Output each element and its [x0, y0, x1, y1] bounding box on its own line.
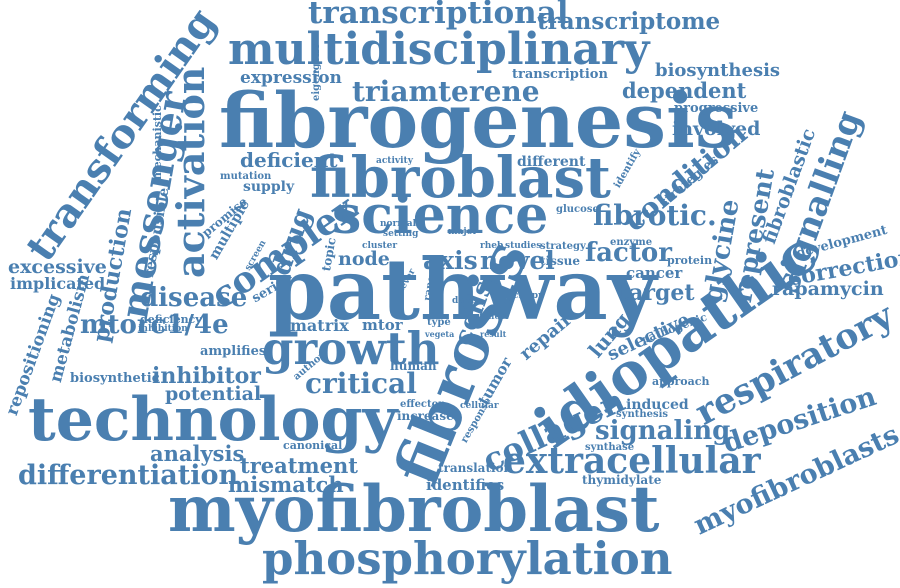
word-growth: growth — [262, 322, 440, 375]
word-data: data — [452, 296, 475, 306]
word-treatment: treatment — [240, 453, 358, 478]
word-axis: axis — [423, 246, 478, 275]
word-myofibroblast: myofibroblast — [168, 472, 660, 547]
word-differentiation: differentiation — [18, 460, 239, 491]
word-factor: factor — [585, 238, 672, 268]
word-different: different — [517, 154, 586, 170]
word-inhibition: inhibition — [138, 324, 188, 334]
word-mutation: mutation — [220, 171, 272, 182]
word-inhibitor: inhibitor — [152, 363, 261, 389]
word-fibrogenesis: fibrogenesis — [219, 76, 738, 165]
word-human: human — [390, 359, 437, 373]
word-deficient: deficient — [240, 148, 338, 172]
word-biosynthetic: biosynthetic — [70, 371, 160, 386]
word-setting: setting — [383, 229, 419, 239]
word-canonical: canonical — [283, 439, 343, 452]
word-expression: expression — [240, 68, 342, 88]
word-excessive: excessive — [8, 256, 107, 278]
word-rapamycin: rapamycin — [772, 278, 884, 300]
word-vegeta: vegeta — [425, 329, 455, 339]
word-supply: supply — [243, 179, 295, 195]
word-cancer: cancer — [626, 264, 683, 282]
word-dependent: dependent — [622, 78, 747, 103]
word-synthase: synthase — [585, 442, 635, 453]
word-cluster: cluster — [362, 241, 398, 251]
word-phosphorylation: phosphorylation — [262, 532, 673, 585]
word-novel: novel — [480, 246, 555, 275]
word-multidisciplinary: multidisciplinary — [228, 24, 650, 75]
word-biosynthesis: biosynthesis — [655, 60, 781, 81]
word-effect: effect — [483, 311, 509, 321]
word-rheb: rheb — [480, 241, 504, 251]
word-studies: studies — [505, 241, 542, 251]
word-effector: effector — [400, 399, 444, 410]
word-potential: potential — [165, 383, 262, 405]
word-critical: critical — [305, 367, 417, 400]
word-extracellular: extracellular — [503, 440, 761, 482]
word-enzyme: enzyme — [610, 237, 653, 248]
word-mismatch: mismatch — [228, 472, 344, 497]
word-type: type — [427, 317, 451, 328]
word-crispr: crispr — [513, 291, 543, 301]
word-pathway: pathway — [268, 240, 657, 339]
word-protein: protein — [667, 254, 713, 267]
word-glucose: glucose — [556, 204, 599, 215]
word-thymidylate: thymidylate — [582, 473, 662, 487]
word-involved: involved — [672, 118, 761, 140]
word-fibrotic: fibrotic. — [593, 199, 717, 232]
word-mtor: mtor — [362, 316, 403, 334]
word-synthesis: synthesis — [616, 409, 669, 420]
word-fibroblast: fibroblast — [310, 145, 611, 211]
word-matrix: matrix — [290, 316, 349, 335]
word-strategy: strategy — [540, 241, 586, 252]
word-implicated: implicated — [10, 274, 106, 293]
word-mtorc1: mtorc1/4e — [80, 310, 229, 340]
word-transcriptional: transcriptional — [308, 0, 569, 31]
word-analysis: analysis — [150, 441, 245, 466]
word-progressive: progressive — [674, 101, 759, 116]
word-tissue: tissue — [540, 254, 580, 268]
word-identifies: identifies — [426, 476, 505, 494]
word-target: target — [619, 280, 695, 306]
word-result: result — [480, 329, 507, 339]
word-transcription: transcription — [512, 67, 608, 82]
word-technology: technology — [28, 385, 398, 455]
word-cellular: cellular — [460, 401, 499, 411]
word-node: node — [338, 248, 390, 270]
word-approach: approach — [652, 375, 710, 388]
word-science: science — [332, 185, 549, 246]
word-transcriptome: transcriptome — [537, 8, 721, 35]
word-induced: induced — [626, 397, 689, 413]
word-major: major — [448, 227, 478, 237]
word-signaling: signaling — [595, 416, 731, 446]
word-increase: increase — [397, 409, 454, 423]
word-amplifies: amplifies — [200, 344, 267, 359]
word-translation: translation — [438, 461, 513, 475]
word-disease: disease — [140, 283, 248, 313]
word-normal: normal — [380, 219, 417, 229]
word-deficiency: deficiency — [140, 313, 202, 326]
word-activity: activity — [376, 156, 413, 166]
word-triamterene: triamterene — [352, 75, 540, 108]
